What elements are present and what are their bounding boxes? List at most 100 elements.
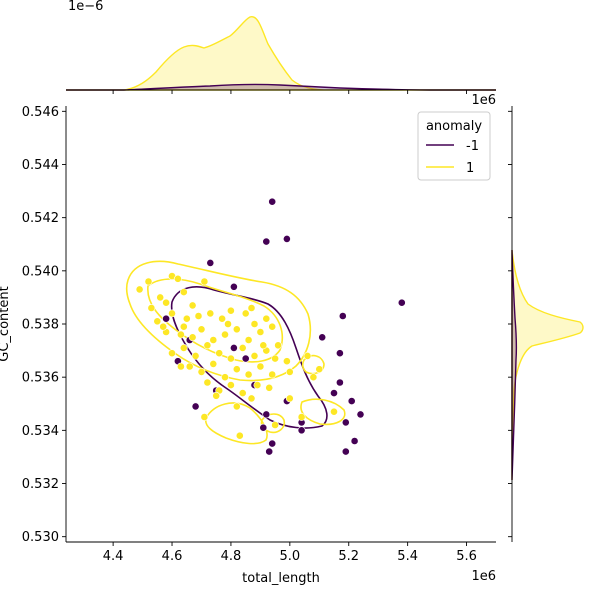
scatter-point-series-1-54 bbox=[253, 381, 262, 389]
x-tick-label-6: 5.6 bbox=[456, 549, 477, 564]
scatter-point-series-1-41 bbox=[197, 367, 206, 376]
y-tick-label-5: 0.540 bbox=[22, 264, 59, 279]
scatter-point-series-1-30 bbox=[168, 349, 176, 358]
scatter-point-series-0-25 bbox=[259, 423, 268, 432]
scatter-point-series-1-31 bbox=[179, 343, 188, 352]
scatter-point-series-1-8 bbox=[200, 277, 209, 286]
scatter-point-series-1-0 bbox=[135, 285, 144, 294]
scatter-point-series-0-28 bbox=[268, 439, 277, 448]
scatter-point-series-0-4 bbox=[229, 282, 238, 291]
scatter-point-series-1-22 bbox=[197, 325, 206, 334]
scatter-point-series-1-55 bbox=[265, 383, 274, 392]
y-axis-label: GC_content bbox=[0, 286, 12, 361]
scatter-point-series-1-73 bbox=[182, 314, 191, 323]
contour-1-outer bbox=[125, 260, 312, 382]
scatter-point-series-1-49 bbox=[176, 362, 185, 371]
scatter-point-series-1-29 bbox=[274, 341, 282, 350]
scatter-point-series-0-10 bbox=[229, 343, 238, 352]
scatter-point-series-1-66 bbox=[271, 421, 279, 429]
scatter-point-series-1-2 bbox=[156, 293, 165, 302]
scatter-point-series-1-26 bbox=[244, 336, 253, 344]
scatter-point-series-0-22 bbox=[356, 410, 365, 419]
contour-1-inner bbox=[147, 278, 284, 363]
scatter-point-series-1-62 bbox=[247, 394, 256, 403]
scatter-point-series-1-65 bbox=[235, 431, 244, 440]
scatter-point-series-0-18 bbox=[191, 402, 200, 411]
x-tick-label-5: 5.4 bbox=[397, 549, 418, 564]
scatter-point-series-0-5 bbox=[397, 298, 406, 307]
scatter-point-series-0-6 bbox=[338, 312, 347, 320]
scatter-point-series-0-3 bbox=[206, 258, 215, 267]
right-marginal-density-1 bbox=[511, 249, 584, 481]
scatter-point-series-1-24 bbox=[221, 330, 229, 339]
scatter-point-series-1-58 bbox=[309, 373, 318, 382]
scatter-point-series-1-47 bbox=[268, 370, 277, 379]
scatter-point-series-1-56 bbox=[285, 367, 294, 376]
scatter-point-series-1-25 bbox=[232, 325, 241, 334]
scatter-point-series-1-71 bbox=[247, 304, 256, 312]
scatter-point-series-1-50 bbox=[203, 378, 212, 387]
scatter-point-series-1-72 bbox=[259, 341, 268, 350]
scatter-point-series-0-16 bbox=[335, 378, 344, 387]
scatter-point-series-0-29 bbox=[265, 447, 274, 456]
scatter-point-series-1-28 bbox=[268, 322, 277, 331]
scatter-point-series-1-6 bbox=[179, 288, 188, 296]
scatter-point-series-1-15 bbox=[226, 306, 235, 315]
scatter-point-series-0-2 bbox=[282, 234, 291, 243]
scatter-point-series-1-36 bbox=[238, 343, 247, 352]
scatter-point-series-0-0 bbox=[268, 197, 277, 206]
scatter-point-series-1-48 bbox=[282, 357, 291, 366]
scatter-point-series-1-11 bbox=[179, 322, 188, 331]
x-tick-label-3: 5.0 bbox=[279, 549, 300, 564]
scatter-point-series-0-24 bbox=[341, 418, 350, 427]
scatter-point-series-1-1 bbox=[144, 277, 153, 286]
scatter-point-series-0-26 bbox=[297, 426, 306, 435]
scatter-point-series-0-20 bbox=[347, 397, 356, 405]
top-marginal-density-1 bbox=[66, 16, 496, 91]
scatter-point-series-1-35 bbox=[226, 354, 235, 363]
scatter-point-series-1-46 bbox=[256, 362, 265, 371]
y-tick-label-2: 0.534 bbox=[22, 424, 59, 439]
y-offset-text: 1e6 bbox=[471, 93, 496, 108]
scatter-point-series-1-37 bbox=[250, 351, 259, 360]
scatter-point-series-1-33 bbox=[203, 341, 212, 350]
y-tick-label-1: 0.532 bbox=[22, 477, 59, 492]
scatter-point-series-1-60 bbox=[212, 391, 221, 400]
scatter-point-series-0-1 bbox=[262, 237, 271, 246]
legend: anomaly -1 1 bbox=[417, 111, 491, 181]
scatter-point-series-1-34 bbox=[215, 349, 224, 358]
x-ticks: 4.4 4.6 4.8 5.0 5.2 5.4 5.6 bbox=[103, 90, 477, 564]
contour-neg1-outer bbox=[170, 286, 328, 429]
scatter-point-series-0-11 bbox=[335, 349, 344, 358]
y-tick-label-3: 0.536 bbox=[22, 371, 59, 386]
scatter-point-series-1-43 bbox=[221, 373, 229, 382]
x-tick-label-1: 4.6 bbox=[162, 549, 183, 564]
scatter-point-series-1-68 bbox=[330, 407, 338, 416]
x-tick-label-4: 5.2 bbox=[338, 549, 359, 564]
scatter-point-series-1-59 bbox=[315, 365, 324, 374]
scatter-point-series-1-27 bbox=[256, 328, 265, 336]
main-axes: 4.4 4.6 4.8 5.0 5.2 5.4 5.6 0.5300.5320.5340.5… bbox=[0, 90, 512, 586]
legend-label-1: 1 bbox=[466, 161, 474, 176]
y-ticks: 0.530 0.532 0.534 0.536 0.538 0.540 0.542 0.544… bbox=[22, 105, 512, 545]
scatter-point-series-1-10 bbox=[168, 309, 176, 318]
scatter-point-series-1-69 bbox=[159, 322, 168, 331]
scatter-point-series-1-4 bbox=[173, 274, 182, 283]
scatter-point-series-1-42 bbox=[209, 359, 218, 368]
x-tick-label-0: 4.4 bbox=[103, 549, 124, 564]
top-marginal-offset-text: 1e−6 bbox=[68, 0, 103, 14]
scatter-point-series-1-13 bbox=[206, 309, 215, 318]
scatter-point-series-0-7 bbox=[162, 314, 170, 323]
scatter-point-series-1-7 bbox=[188, 301, 197, 310]
y-tick-label-7: 0.544 bbox=[22, 158, 59, 173]
top-marginal: 1e−6 bbox=[66, 0, 496, 91]
scatter-point-series-1-40 bbox=[185, 362, 194, 371]
scatter-point-series-1-9 bbox=[153, 317, 162, 326]
scatter-point-series-1-12 bbox=[194, 312, 203, 320]
legend-label-neg1: -1 bbox=[466, 139, 479, 154]
scatter-point-series-1-70 bbox=[224, 320, 232, 328]
scatter-point-series-1-32 bbox=[191, 351, 200, 360]
scatter-point-series-1-23 bbox=[209, 336, 218, 344]
scatter-point-series-1-57 bbox=[303, 351, 312, 360]
scatter-point-series-1-16 bbox=[241, 309, 250, 318]
